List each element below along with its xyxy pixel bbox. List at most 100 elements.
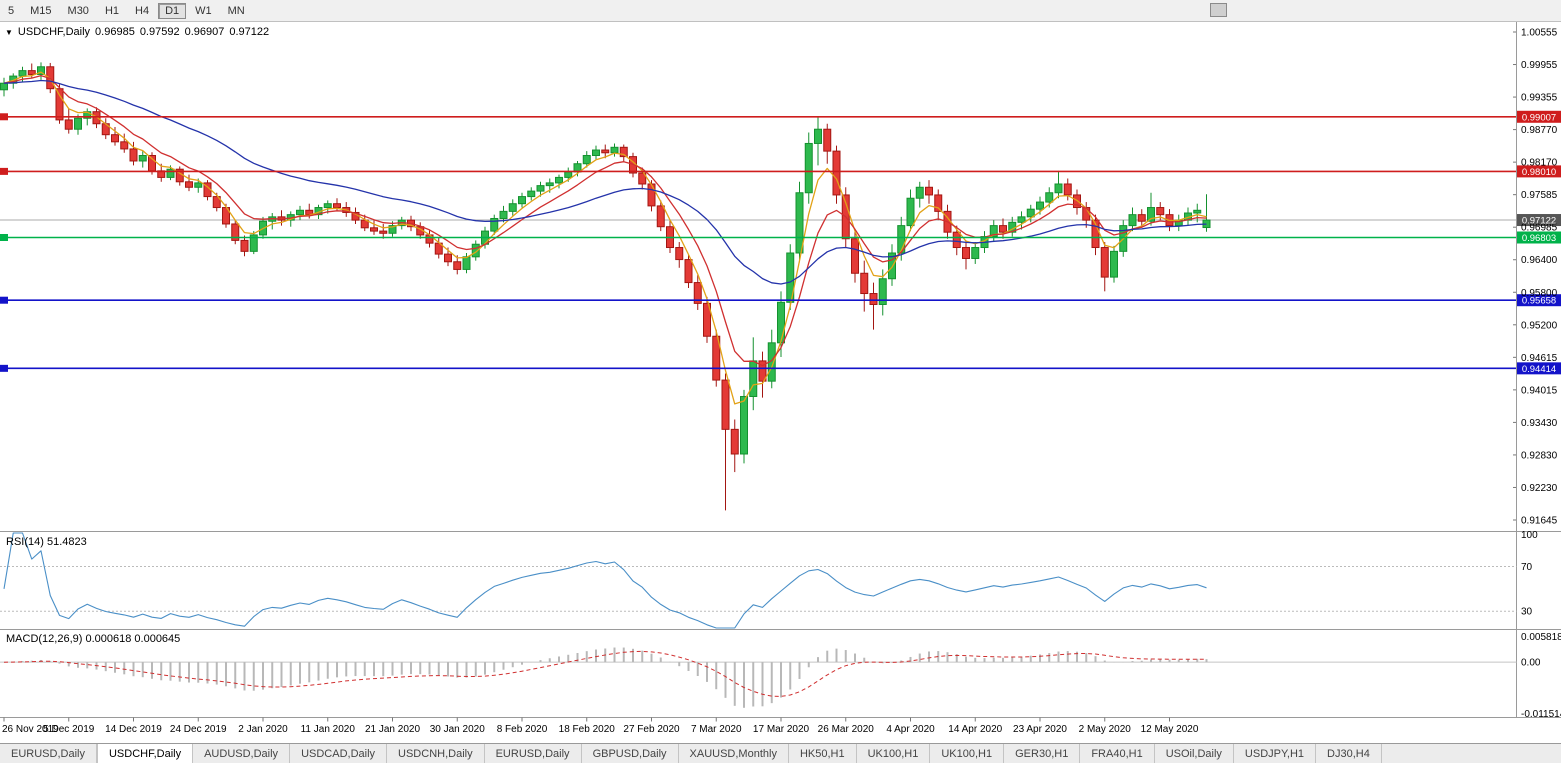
timeframe-button-d1[interactable]: D1 — [158, 2, 187, 19]
tab-ger30-h1[interactable]: GER30,H1 — [1004, 744, 1081, 763]
level-price-label: 0.95658 — [1522, 296, 1556, 307]
tab-usdchf-daily[interactable]: USDCHF,Daily — [96, 744, 194, 763]
candle — [832, 150, 841, 196]
candle — [111, 134, 119, 143]
timeframe-button-mn[interactable]: MN — [227, 4, 245, 17]
tab-fra40-h1[interactable]: FRA40,H1 — [1080, 744, 1155, 763]
timeframe-button-h1[interactable]: H1 — [104, 4, 119, 17]
candle — [249, 234, 258, 252]
candle — [453, 261, 462, 270]
timeframe-toolbar: 5 M15 M30 H1 H4 D1 W1 MN — [0, 0, 1561, 22]
candle — [878, 278, 887, 305]
candle — [231, 223, 240, 241]
candle — [27, 70, 36, 75]
price-axis-tick-label: 0.94615 — [1521, 353, 1558, 364]
price-axis-tick-label: 0.92230 — [1521, 483, 1558, 494]
time-axis-label: 2 Jan 2020 — [238, 724, 288, 735]
level-price-label: 0.96803 — [1522, 233, 1556, 244]
ohlc-close-value: 0.97122 — [229, 26, 270, 38]
tab-usdcad-daily[interactable]: USDCAD,Daily — [290, 744, 388, 763]
moving-average-line-ma-mid — [3, 74, 1207, 367]
price-chart-canvas[interactable]: 0.99007 0.98010 0.96803 0.95658 0.94414 0.971… — [0, 22, 1561, 743]
tab-usdcnh-daily[interactable]: USDCNH,Daily — [387, 744, 485, 763]
timeframe-button-h4[interactable]: H4 — [135, 4, 150, 17]
candle — [129, 148, 138, 162]
candle — [388, 225, 397, 234]
time-axis-label: 2 May 2020 — [1079, 724, 1132, 735]
time-axis-label: 7 Mar 2020 — [691, 724, 742, 735]
timeframe-button-5[interactable]: 5 — [8, 4, 15, 17]
macd-signal-line — [3, 650, 1207, 697]
candle — [527, 190, 536, 198]
candle — [952, 231, 961, 249]
candle — [379, 230, 388, 234]
candle — [64, 119, 73, 130]
candle — [1054, 183, 1063, 194]
level-left-marker — [0, 113, 8, 121]
candle — [1193, 209, 1202, 214]
candle — [1036, 201, 1044, 210]
timeframe-button-m15[interactable]: M15 — [30, 4, 52, 17]
tab-uk100-h1[interactable]: UK100,H1 — [857, 744, 931, 763]
tab-dj30-h4[interactable]: DJ30,H4 — [1316, 744, 1382, 763]
candle — [758, 360, 767, 382]
price-axis-tick-label: 0.98770 — [1521, 125, 1558, 136]
chart-area[interactable]: 0.99007 0.98010 0.96803 0.95658 0.94414 0.971… — [0, 22, 1561, 743]
tab-audusd-daily[interactable]: AUDUSD,Daily — [193, 744, 291, 763]
level-price-tag — [1517, 110, 1561, 123]
time-axis-label: 21 Jan 2020 — [365, 724, 420, 735]
tab-gbpusd-daily[interactable]: GBPUSD,Daily — [582, 744, 679, 763]
candle — [194, 182, 203, 188]
candle — [166, 168, 175, 178]
ohlc-high-value: 0.97592 — [139, 26, 180, 38]
candle — [508, 203, 517, 212]
price-axis-tick-label: 0.94015 — [1521, 385, 1558, 396]
time-axis-label: 14 Apr 2020 — [948, 724, 1002, 735]
candle — [721, 379, 730, 430]
candle — [18, 70, 27, 77]
time-axis-label: 27 Feb 2020 — [623, 724, 680, 735]
price-axis-tick-label: 0.99955 — [1521, 60, 1558, 71]
candle — [564, 171, 573, 178]
tab-eurusd-daily[interactable]: EURUSD,Daily — [485, 744, 582, 763]
price-axis-tick-label: 0.99355 — [1521, 93, 1558, 104]
macd-axis-tick-label: -0.011514 — [1521, 709, 1561, 720]
candle — [148, 155, 156, 172]
candle — [647, 183, 656, 207]
price-axis-tick-label: 1.00555 — [1521, 28, 1558, 39]
level-left-marker — [0, 296, 8, 304]
candle — [185, 181, 193, 188]
candle — [962, 247, 970, 259]
candle — [471, 243, 480, 258]
timeframe-button-w1[interactable]: W1 — [195, 4, 212, 17]
candle — [55, 88, 64, 121]
candle — [518, 196, 526, 205]
tab-hk50-h1[interactable]: HK50,H1 — [789, 744, 857, 763]
candle — [120, 141, 129, 150]
candle — [1137, 214, 1146, 222]
candle — [869, 293, 878, 305]
candle — [823, 128, 832, 152]
tab-eurusd-daily[interactable]: EURUSD,Daily — [0, 744, 97, 763]
candle — [1128, 214, 1137, 227]
candle — [1110, 250, 1118, 278]
candle — [638, 172, 647, 185]
time-axis-label: 14 Dec 2019 — [105, 724, 162, 735]
tab-xauusd-monthly[interactable]: XAUUSD,Monthly — [679, 744, 789, 763]
timeframe-button-m30[interactable]: M30 — [67, 4, 89, 17]
candle — [296, 209, 304, 216]
price-axis-tick-label: 0.91645 — [1521, 516, 1558, 527]
time-axis-label: 26 Mar 2020 — [818, 724, 875, 735]
level-price-tag — [1517, 165, 1561, 178]
macd-axis-tick-label: 0.005818 — [1521, 632, 1561, 643]
level-left-marker — [0, 167, 8, 175]
tab-usoil-daily[interactable]: USOil,Daily — [1155, 744, 1234, 763]
candle — [1147, 207, 1155, 222]
macd-indicator-label: MACD(12,26,9) 0.000618 0.000645 — [6, 633, 181, 645]
tab-uk100-h1[interactable]: UK100,H1 — [930, 744, 1005, 763]
symbol-dropdown-icon[interactable]: ▼ — [5, 27, 13, 37]
candle — [323, 203, 332, 209]
tab-usdjpy-h1[interactable]: USDJPY,H1 — [1234, 744, 1317, 763]
rsi-axis-tick-label: 100 — [1521, 530, 1538, 541]
moving-average-line-ma-slow — [3, 79, 1207, 285]
